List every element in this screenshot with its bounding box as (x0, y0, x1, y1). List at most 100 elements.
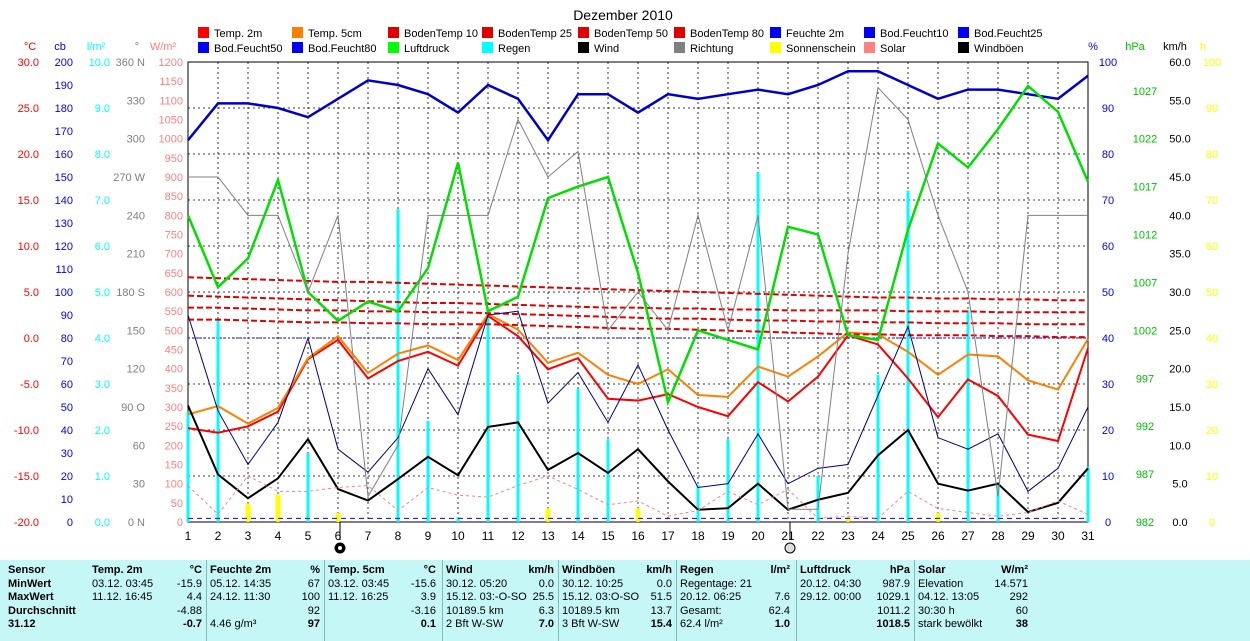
rain-bar (216, 319, 220, 522)
tick-label-solar: 950 (165, 153, 183, 165)
stats-cell: stark bewölkt 38 (918, 618, 1028, 632)
series-line-wind (187, 405, 1089, 514)
stats-unit: hPa (889, 564, 910, 576)
tick-label-rain: 9.0 (95, 103, 110, 115)
stats-info: 04.12. 13:05 (918, 591, 980, 604)
stats-cell: 20.12. 04:30 987.9 (800, 578, 910, 592)
stats-column: Solar W/m² Elevation 14.571 04.12. 13:05 292 3… (918, 564, 1028, 632)
stats-value: 14.571 (994, 577, 1028, 590)
tick-label-direction: 150 (127, 325, 145, 337)
stats-value: 1.0 (774, 618, 790, 631)
tick-label-temp_c: 20.0 (18, 149, 39, 161)
x-tick-label: 19 (721, 529, 735, 543)
tick-label-solar: 650 (165, 268, 183, 280)
stats-header: Luftdruck hPa (800, 564, 910, 578)
legend-label: Temp. 5cm (308, 28, 362, 40)
stats-value: 0.0 (538, 577, 554, 590)
rain-bar (726, 439, 730, 522)
stats-value: -4.88 (176, 604, 202, 617)
legend-label: BodenTemp 10 (404, 28, 478, 40)
tick-label-solar: 500 (165, 325, 183, 337)
x-tick-label: 18 (691, 529, 705, 543)
tick-label-cb: 50 (61, 402, 73, 414)
axis-label-humidity: % (1088, 41, 1098, 53)
stats-cell: 24.12. 11:30 100 (210, 591, 320, 605)
rain-bar (456, 517, 460, 522)
tick-label-wind: 35.0 (1169, 249, 1190, 261)
tick-label-direction: 120 (127, 364, 145, 376)
tick-label-direction: 210 (127, 249, 145, 261)
axis-label-pressure: hPa (1125, 41, 1145, 53)
series-line-temp-5cm (187, 312, 1089, 425)
tick-label-direction: 30 (133, 479, 145, 491)
stats-info: 15.12. 03:O-SO (562, 591, 640, 604)
x-tick-label: 20 (751, 529, 765, 543)
legend-label: Bod.Feucht25 (974, 28, 1043, 40)
tick-label-direction: 60 (133, 440, 145, 452)
stats-title: Solar (918, 564, 946, 576)
stats-cell: 2 Bft W-SW 7.0 (446, 618, 554, 632)
stats-title: Feuchte 2m (210, 564, 272, 576)
tick-label-solar: 550 (165, 306, 183, 318)
stats-value: 25.5 (532, 591, 554, 604)
legend-label: BodenTemp 50 (594, 28, 668, 40)
stats-title: Temp. 2m (92, 564, 143, 576)
tick-label-wind: 5.0 (1172, 479, 1187, 491)
tick-label-pressure: 1017 (1133, 182, 1157, 194)
legend-label: Feuchte 2m (786, 28, 844, 40)
tick-label-cb: 120 (55, 241, 73, 253)
stats-rowlabel: Durchschnitt (8, 604, 76, 617)
sunshine-bar (335, 512, 341, 522)
tick-label-temp_c: 5.0 (24, 287, 39, 299)
stats-cell: -0.7 (92, 618, 202, 632)
tick-label-direction: 0 N (128, 517, 145, 529)
tick-label-solar: 1100 (159, 95, 183, 107)
series-line-bodentemp-80 (187, 276, 1088, 302)
stats-cell: 62.4 l/m² 1.0 (680, 618, 790, 632)
tick-label-temp_c: 10.0 (18, 241, 39, 253)
stats-header: Feuchte 2m% (210, 564, 320, 578)
rain-bar (996, 485, 1000, 522)
tick-label-direction: 330 (127, 95, 145, 107)
stats-info: stark bewölkt (918, 618, 983, 631)
stats-value: 38 (1015, 618, 1028, 631)
stats-info: 10189.5 km (446, 604, 504, 617)
stats-value: 7.0 (538, 618, 554, 631)
tick-label-cb: 100 (55, 287, 73, 299)
tick-label-cb: 0 (67, 517, 73, 529)
tick-label-humidity: 20 (1102, 425, 1114, 437)
x-tick-label: 11 (482, 529, 495, 543)
stats-cell: 3 Bft W-SW 15.4 (562, 618, 672, 632)
x-tick-label: 5 (305, 529, 312, 543)
stats-cell: 03.12. 03:45 -15.9 (92, 578, 202, 592)
tick-label-direction: 90 O (121, 402, 145, 414)
tick-label-wind: 60.0 (1169, 57, 1190, 69)
tick-label-humidity: 90 (1102, 103, 1114, 115)
stats-unit: °C (189, 564, 202, 576)
series-line-richtung (188, 86, 1088, 510)
x-tick-label: 15 (601, 529, 615, 543)
stats-cell: Gesamt: 62.4 (680, 605, 790, 619)
axis-label-solar: W/m² (150, 41, 177, 53)
tick-label-cb: 80 (61, 333, 73, 345)
legend-label: Sonnenschein (786, 43, 856, 55)
x-tick-label: 16 (631, 529, 645, 543)
stats-info: 15.12. 03:-O-SO (446, 591, 527, 604)
tick-label-solar: 700 (165, 249, 183, 261)
legend-swatch (864, 27, 875, 38)
stats-cell: 11.12. 16:45 4.4 (92, 591, 202, 605)
tick-label-solar: 1200 (159, 57, 183, 69)
stats-value: 15.4 (650, 618, 672, 631)
stats-title: Regen (680, 564, 714, 576)
tick-label-solar: 750 (165, 230, 183, 242)
tick-label-rain: 10.0 (89, 57, 110, 69)
stats-separator (796, 560, 797, 641)
x-tick-label: 12 (511, 529, 525, 543)
stats-cell: 20.12. 06:25 7.6 (680, 591, 790, 605)
tick-label-humidity: 80 (1102, 149, 1114, 161)
tick-label-wind: 20.0 (1169, 364, 1190, 376)
legend-swatch (958, 27, 969, 38)
tick-label-rain: 6.0 (95, 241, 110, 253)
legend-swatch (958, 42, 969, 53)
sunshine-bar (935, 512, 941, 522)
